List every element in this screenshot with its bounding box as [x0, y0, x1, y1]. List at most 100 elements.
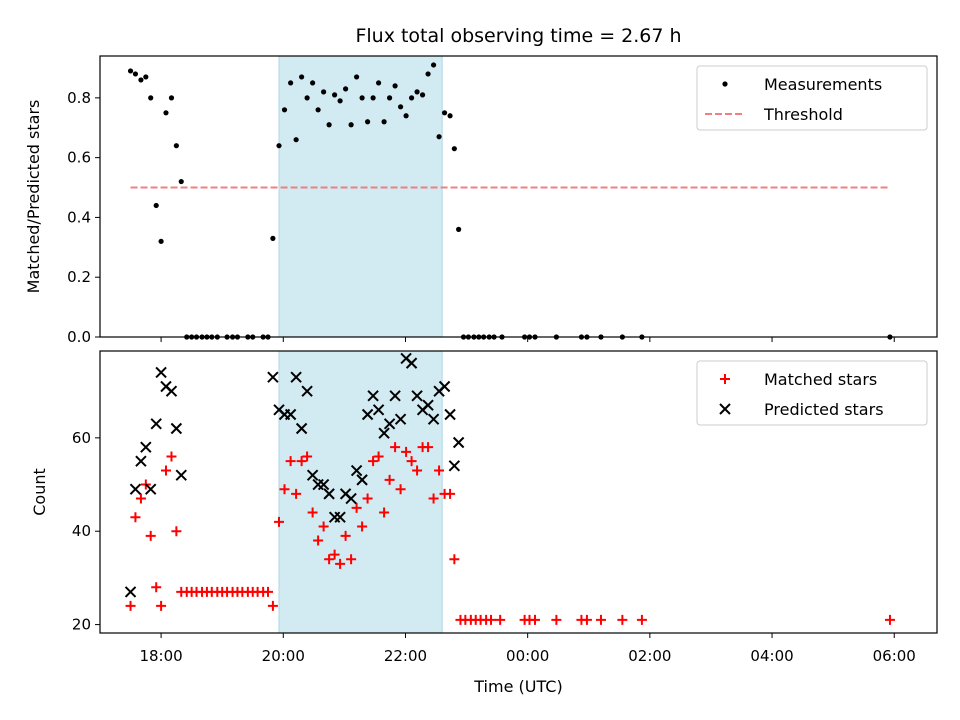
axes-frame: [99, 350, 938, 634]
measurement-point: [293, 137, 299, 143]
predicted-stars-point: [140, 441, 152, 453]
axes-frame: [99, 55, 938, 338]
predicted-stars-point: [317, 478, 330, 491]
predicted-stars-point: [129, 483, 142, 495]
predicted-stars-point: [150, 418, 162, 430]
matched-stars-point: [313, 535, 324, 546]
observing-window-shade: [278, 350, 443, 634]
predicted-stars-point: [422, 399, 434, 411]
matched-stars-point: [302, 451, 313, 462]
predicted-stars-point: [306, 469, 319, 481]
measurement-point: [337, 98, 343, 104]
x-tick-label: 02:00: [628, 647, 671, 665]
predicted-stars-point: [427, 413, 440, 425]
matched-stars-point: [368, 456, 379, 467]
measurement-point: [127, 68, 134, 74]
y-tick-label: 40: [72, 522, 91, 540]
matched-stars-point: [267, 600, 278, 611]
legend-marker-dot: [722, 81, 728, 87]
legend: Measurements Threshold: [696, 65, 928, 131]
predicted-stars-point: [367, 390, 379, 402]
matched-stars-point: [495, 614, 506, 625]
measurement-point: [153, 202, 159, 209]
matched-stars-point: [384, 474, 395, 485]
measurement-point: [321, 89, 327, 95]
matched-stars-point: [617, 614, 628, 625]
matched-stars-point: [166, 451, 177, 462]
matched-stars-point: [346, 554, 357, 565]
y-tick-label: 20: [72, 616, 91, 634]
measurement-point: [419, 92, 426, 98]
measurement-point: [310, 80, 316, 86]
measurement-point: [353, 74, 360, 80]
x-axis-label: Time (UTC): [473, 677, 562, 696]
measurement-point: [414, 89, 420, 95]
measurement-point: [436, 134, 442, 140]
matched-stars-point: [636, 614, 647, 625]
y-axis-label: Count: [30, 468, 49, 516]
matched-stars-point: [395, 484, 406, 495]
matched-stars-point: [595, 614, 606, 625]
predicted-stars-point: [334, 511, 346, 523]
y-tick-label: 0.4: [67, 208, 91, 226]
x-tick-label: 20:00: [262, 647, 305, 665]
predicted-stars-point: [356, 474, 368, 486]
bottom-panel-star-counts: 20 40 60 18:00 20:00 22:00 00:00 02:00 04:00 06:0…: [30, 350, 938, 696]
predicted-stars-point: [267, 371, 279, 383]
matched-stars-point: [274, 516, 285, 527]
matched-stars-point: [291, 488, 302, 499]
y-tick-label: 0.8: [67, 89, 91, 107]
legend-marker-x: [719, 403, 731, 415]
measurement-point: [370, 95, 376, 101]
predicted-stars-point: [383, 418, 396, 430]
measurement-point: [441, 110, 448, 116]
matched-stars-point: [296, 456, 307, 467]
legend-box: [696, 65, 928, 131]
measurement-point: [425, 71, 431, 77]
series-predicted-stars: [124, 352, 465, 598]
matched-stars-point: [285, 456, 296, 467]
matched-stars-point: [357, 521, 368, 532]
matched-stars-point: [449, 554, 460, 565]
matched-stars-point: [551, 614, 562, 625]
measurement-point: [168, 95, 175, 101]
matched-stars-point: [529, 614, 540, 625]
predicted-stars-point: [361, 408, 374, 421]
matched-stars-point: [351, 502, 362, 513]
predicted-stars-point: [378, 427, 390, 439]
matched-stars-point: [160, 465, 171, 476]
measurement-point: [430, 62, 437, 68]
matched-stars-point: [151, 582, 162, 593]
measurement-point: [397, 104, 404, 110]
measurement-point: [403, 113, 409, 119]
measurement-point: [375, 80, 382, 86]
predicted-stars-point: [448, 460, 461, 472]
measurement-point: [343, 86, 349, 92]
matched-stars-point: [125, 600, 136, 611]
observing-window-shade: [278, 55, 443, 338]
measurement-point: [304, 95, 310, 101]
matched-stars-point: [445, 488, 456, 499]
predicted-stars-point: [345, 492, 357, 505]
measurement-point: [270, 235, 276, 241]
predicted-stars-point: [438, 380, 451, 393]
matched-stars-point: [171, 526, 182, 537]
measurement-point: [447, 113, 453, 119]
predicted-stars-point: [323, 488, 335, 500]
measurement-point: [326, 122, 332, 128]
measurement-point: [288, 80, 294, 86]
predicted-stars-point: [170, 422, 183, 435]
measurement-point: [138, 77, 144, 83]
predicted-stars-point: [444, 408, 456, 421]
predicted-stars-point: [290, 371, 302, 383]
measurement-point: [359, 95, 365, 101]
matched-stars-point: [379, 507, 390, 518]
matched-stars-point: [340, 530, 351, 541]
measurement-point: [315, 107, 321, 113]
measurement-point: [451, 146, 457, 152]
matched-stars-point: [130, 512, 141, 523]
matched-stars-point: [401, 446, 412, 457]
predicted-stars-point: [394, 413, 407, 425]
measurement-point: [299, 74, 305, 80]
